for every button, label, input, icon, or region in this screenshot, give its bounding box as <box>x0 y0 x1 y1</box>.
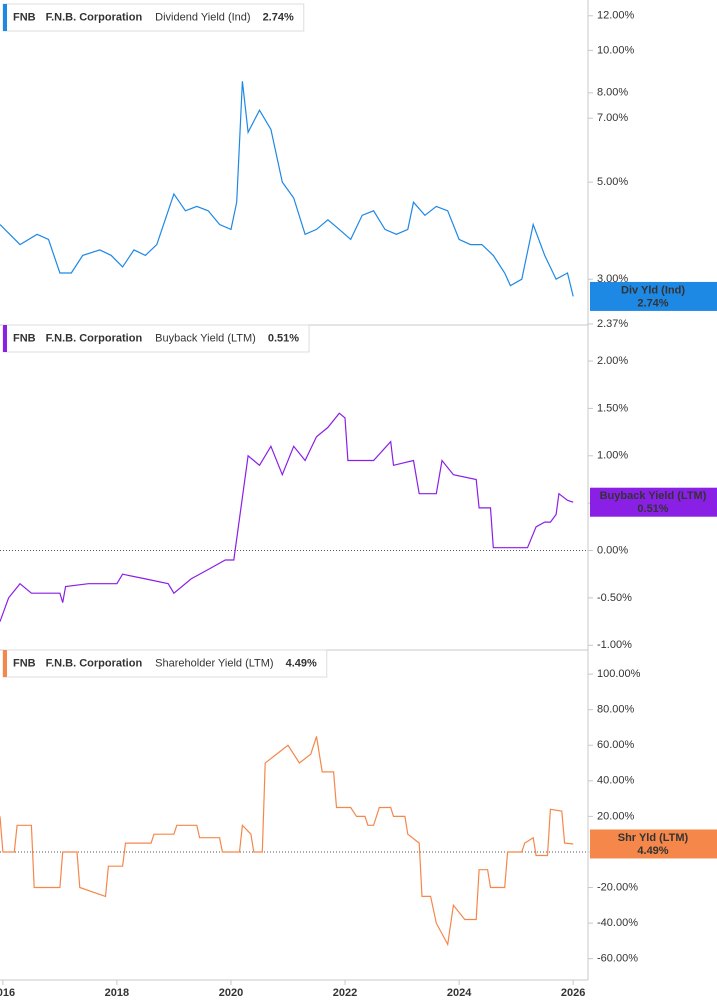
value-badge <box>590 487 717 517</box>
series-line <box>0 81 574 297</box>
y-tick-label: -60.00% <box>597 953 638 965</box>
value-badge <box>590 281 717 311</box>
y-tick-label: -1.00% <box>597 639 632 651</box>
y-tick-label: 80.00% <box>597 704 635 716</box>
y-tick-label: 60.00% <box>597 739 635 751</box>
y-tick-label: 20.00% <box>597 810 635 822</box>
value-badge-label: 2.74% <box>637 297 668 309</box>
legend-box <box>2 3 305 32</box>
legend-metric: Dividend Yield (Ind) <box>155 11 250 23</box>
series-name: Shr Yld (LTM) <box>618 832 689 844</box>
y-tick-label: 100.00% <box>597 668 641 680</box>
x-tick-label: 2024 <box>447 987 472 999</box>
y-tick-label: 8.00% <box>597 87 628 99</box>
legend-ticker: FNB <box>13 11 36 23</box>
series-line <box>0 412 574 622</box>
legend: FNB F.N.B. Corporation Shareholder Yield (… <box>2 649 328 678</box>
series-name: Buyback Yield (LTM) <box>600 490 707 502</box>
x-tick-label: 2016 <box>0 987 15 999</box>
x-tick-label: 2018 <box>105 987 129 999</box>
y-tick-label: -0.50% <box>597 592 632 604</box>
legend-metric: Buyback Yield (LTM) <box>155 332 256 344</box>
legend-ticker: FNB <box>13 657 36 669</box>
y-tick-label: -40.00% <box>597 917 638 929</box>
legend: FNB F.N.B. Corporation Dividend Yield (Ind… <box>2 3 305 32</box>
y-tick-label: 10.00% <box>597 44 635 56</box>
y-tick-label: 12.00% <box>597 10 635 22</box>
series-line <box>0 736 574 947</box>
x-tick-label: 2020 <box>219 987 243 999</box>
y-tick-label: 7.00% <box>597 112 628 124</box>
value-badge-label: 0.51% <box>637 503 668 515</box>
legend-ticker: FNB <box>13 332 36 344</box>
legend-box <box>2 324 310 353</box>
legend-value: 2.74% <box>263 11 294 23</box>
y-tick-label: 1.00% <box>597 450 628 462</box>
y-tick-label: 5.00% <box>597 176 628 188</box>
y-tick-label: 1.50% <box>597 402 628 414</box>
legend-metric: Shareholder Yield (LTM) <box>155 657 273 669</box>
x-tick-label: 2022 <box>333 987 357 999</box>
y-tick-label: 0.00% <box>597 544 628 556</box>
y-tick-label: 2.37% <box>597 318 628 330</box>
legend: FNB F.N.B. Corporation Buyback Yield (LTM)… <box>2 324 310 353</box>
legend-value: 0.51% <box>268 332 299 344</box>
legend-company: F.N.B. Corporation <box>46 657 143 669</box>
value-badge-label: 4.49% <box>637 845 668 857</box>
x-tick-label: 2026 <box>561 987 585 999</box>
legend-swatch <box>3 4 7 31</box>
legend-swatch <box>3 325 7 352</box>
legend-value: 4.49% <box>286 657 317 669</box>
y-tick-label: 2.00% <box>597 355 628 367</box>
series-name: Div Yld (Ind) <box>621 284 685 296</box>
legend-swatch <box>3 650 7 677</box>
legend-company: F.N.B. Corporation <box>46 11 143 23</box>
y-tick-label: 40.00% <box>597 775 635 787</box>
y-tick-label: -20.00% <box>597 881 638 893</box>
legend-company: F.N.B. Corporation <box>46 332 143 344</box>
value-badge <box>590 829 717 859</box>
